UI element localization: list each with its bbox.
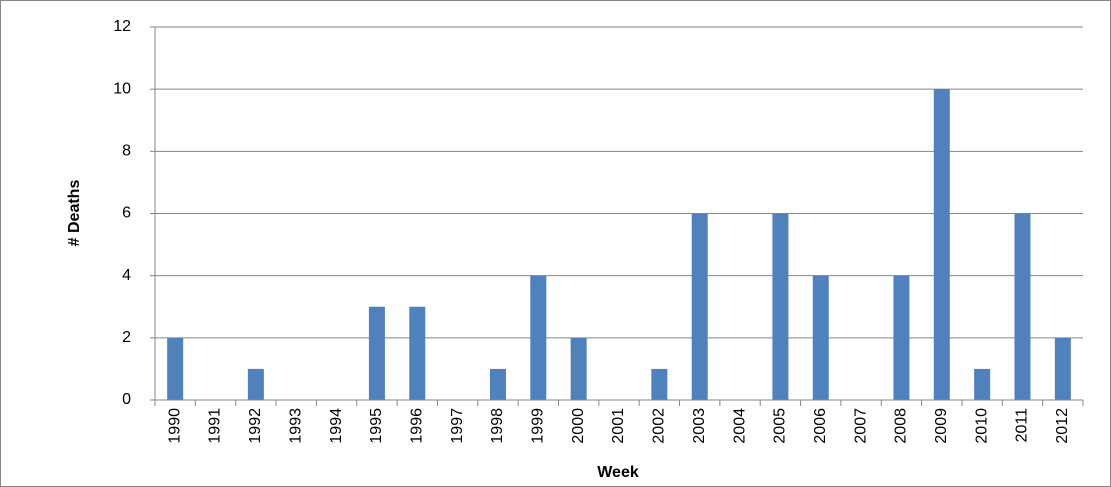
bar bbox=[1014, 213, 1031, 400]
bar bbox=[651, 368, 668, 400]
bar bbox=[772, 213, 789, 400]
x-tick-label: 1993 bbox=[287, 408, 304, 444]
bar bbox=[933, 89, 950, 401]
x-tick-label: 1996 bbox=[408, 408, 425, 444]
bar bbox=[1054, 337, 1071, 400]
y-tick-label: 10 bbox=[113, 80, 131, 97]
bar bbox=[530, 275, 547, 400]
x-axis-title: Week bbox=[597, 464, 639, 481]
bar bbox=[893, 275, 910, 400]
x-tick-label: 2005 bbox=[772, 408, 789, 444]
x-tick-label: 1994 bbox=[328, 408, 345, 444]
x-tick-label: 1995 bbox=[368, 408, 385, 444]
x-tick-label: 1997 bbox=[449, 408, 466, 444]
bar bbox=[691, 213, 708, 400]
bar bbox=[812, 275, 829, 400]
bar bbox=[409, 306, 426, 400]
bar bbox=[167, 337, 184, 400]
bar bbox=[974, 368, 991, 400]
bar bbox=[489, 368, 506, 400]
x-tick-label: 2002 bbox=[651, 408, 668, 444]
x-tick-label: 1992 bbox=[247, 408, 264, 444]
x-tick-label: 2004 bbox=[731, 408, 748, 444]
x-tick-label: 1990 bbox=[166, 408, 183, 444]
y-tick-label: 0 bbox=[122, 391, 131, 408]
y-tick-label: 4 bbox=[122, 267, 131, 284]
x-tick-label: 2008 bbox=[893, 408, 910, 444]
x-tick-label: 2011 bbox=[1014, 408, 1031, 443]
x-tick-label: 1999 bbox=[530, 408, 547, 444]
x-tick-label: 2006 bbox=[812, 408, 829, 444]
bar bbox=[368, 306, 385, 400]
x-tick-label: 2010 bbox=[973, 408, 990, 444]
x-tick-label: 2003 bbox=[691, 408, 708, 444]
x-tick-label: 2007 bbox=[852, 408, 869, 444]
x-tick-label: 2012 bbox=[1054, 408, 1071, 444]
x-tick-label: 2009 bbox=[933, 408, 950, 444]
y-axis-title: # Deaths bbox=[66, 180, 83, 247]
y-tick-label: 8 bbox=[122, 143, 131, 160]
x-tick-label: 2000 bbox=[570, 408, 587, 444]
bar bbox=[247, 368, 264, 400]
y-tick-label: 12 bbox=[113, 18, 131, 35]
y-tick-label: 6 bbox=[122, 205, 131, 222]
bar bbox=[570, 337, 587, 400]
x-tick-label: 1991 bbox=[207, 408, 224, 444]
x-tick-label: 2001 bbox=[610, 408, 627, 444]
x-tick-label: 1998 bbox=[489, 408, 506, 444]
y-tick-label: 2 bbox=[122, 329, 131, 346]
